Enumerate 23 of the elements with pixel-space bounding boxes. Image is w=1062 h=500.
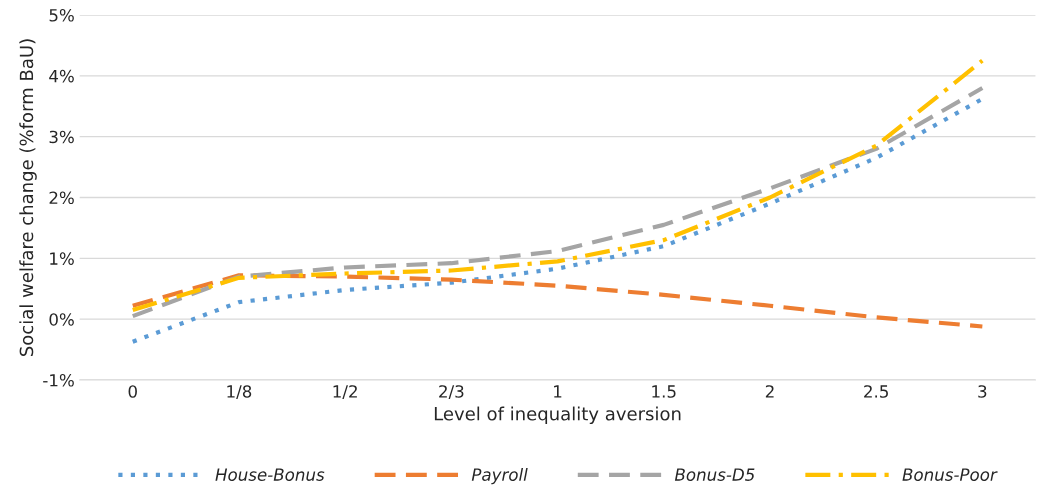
x-tick-label: 1.5 xyxy=(652,385,676,398)
x-tick-label: 2 xyxy=(765,385,774,398)
legend-label: Bonus-D5 xyxy=(674,468,755,481)
legend-label: Payroll xyxy=(471,468,528,485)
y-tick-label: -1% xyxy=(43,373,74,387)
y-tick-label: 2% xyxy=(49,191,74,205)
legend-label: House-Bonus xyxy=(215,468,325,481)
x-tick-label: 0 xyxy=(128,385,137,398)
y-tick-label: 3% xyxy=(49,130,74,144)
x-tick-label: 3 xyxy=(978,385,987,398)
legend-label: Bonus-Poor xyxy=(902,468,998,481)
x-tick-label: 2/3 xyxy=(439,385,464,400)
y-tick-label: 4% xyxy=(49,69,74,83)
x-tick-label: 1/8 xyxy=(227,385,252,400)
x-axis-title: Level of inequality aversion xyxy=(434,406,681,425)
x-tick-label: 1/2 xyxy=(333,385,357,400)
y-axis-title: Social welfare change (%form BaU) xyxy=(19,39,37,356)
y-tick-label: 1% xyxy=(50,252,74,265)
x-tick-label: 1 xyxy=(554,385,562,398)
y-tick-label: 0% xyxy=(49,313,74,326)
x-tick-label: 2.5 xyxy=(864,385,888,398)
y-tick-label: 5% xyxy=(49,8,74,22)
line-series xyxy=(130,273,985,329)
